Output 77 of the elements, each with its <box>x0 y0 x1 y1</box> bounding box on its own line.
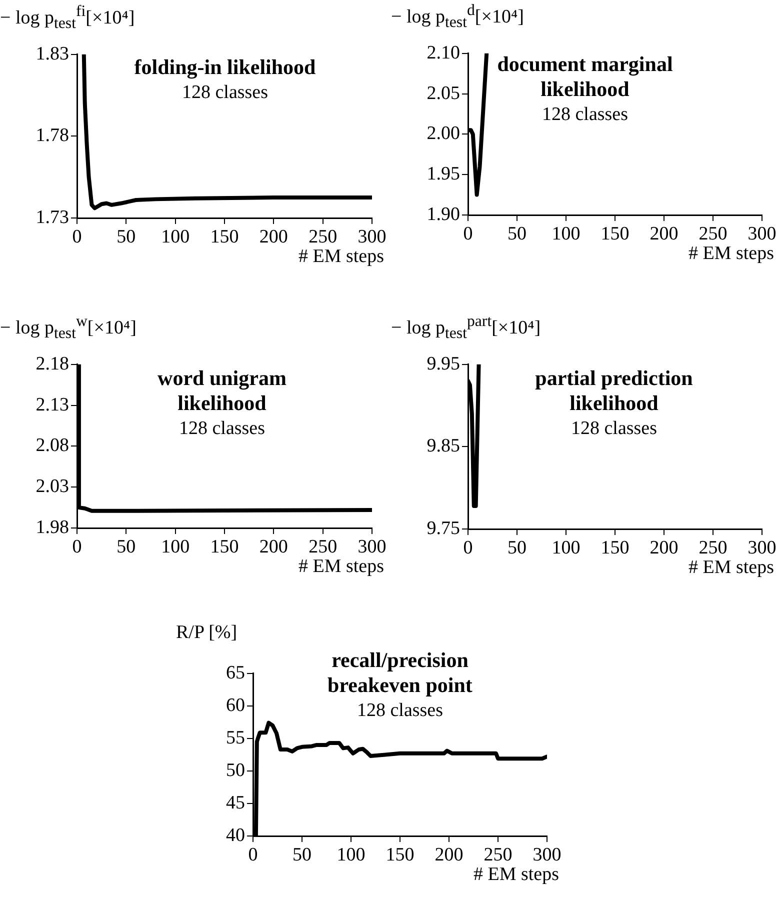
text: 128 classes <box>180 81 269 105</box>
y-tick-label: 60 <box>226 694 245 716</box>
x-tick-label: 100 <box>161 536 190 558</box>
x-axis-title: # EM steps <box>298 246 384 268</box>
x-tick-label: 250 <box>308 226 338 248</box>
x-tick-label: 200 <box>259 536 288 558</box>
x-tick-label: 50 <box>116 536 136 558</box>
y-tick-label: 40 <box>226 824 245 846</box>
x-axis-title: # EM steps <box>688 557 774 579</box>
x-tick-label: 0 <box>72 226 82 248</box>
y-tick-label: 2.03 <box>36 476 69 498</box>
y-axis-title: − log p$_{test}$$^{w}$[×10⁴] <box>0 313 136 344</box>
x-tick-label: 150 <box>210 226 239 248</box>
x-tick-label: 250 <box>698 223 728 244</box>
y-axis-title: − log p$_{test}$$^{fi}$[×10⁴] <box>0 3 135 34</box>
x-tick-label: 300 <box>748 223 776 244</box>
x-tick-label: 300 <box>358 536 386 558</box>
x-tick-label: 250 <box>308 536 338 558</box>
text: 128 classes <box>356 699 444 723</box>
x-tick-label: 0 <box>463 223 473 244</box>
y-tick-label: 2.00 <box>426 123 460 144</box>
y-tick-label: 9.75 <box>426 518 460 539</box>
text: word unigram likelihood <box>156 366 288 416</box>
x-tick-label: 250 <box>484 844 512 866</box>
y-tick-label: 65 <box>226 662 245 684</box>
x-tick-label: 200 <box>434 844 464 866</box>
x-tick-label: 150 <box>386 844 414 866</box>
chart-title: recall/precision breakeven point <box>326 648 474 698</box>
x-tick-label: 250 <box>698 537 728 558</box>
x-axis-title: # EM steps <box>688 243 774 265</box>
x-tick-label: 200 <box>650 223 678 244</box>
x-tick-label: 50 <box>116 226 136 248</box>
x-tick-label: 200 <box>259 226 288 248</box>
x-tick-label: 300 <box>358 226 386 248</box>
y-tick-label: 1.98 <box>36 516 69 538</box>
text: 128 classes <box>178 417 266 441</box>
y-axis-title: − log p$_{test}$$^{part}$[×10⁴] <box>391 313 541 344</box>
x-tick-label: 50 <box>508 537 526 558</box>
x-tick-label: 150 <box>210 536 239 558</box>
x-tick-label: 100 <box>161 226 190 248</box>
x-tick-label: 50 <box>508 223 526 244</box>
x-tick-label: 100 <box>336 844 366 866</box>
y-tick-label: 1.83 <box>36 43 69 64</box>
y-tick-label: 45 <box>226 792 245 814</box>
y-tick-label: 1.73 <box>36 206 69 228</box>
x-tick-label: 100 <box>552 537 580 558</box>
y-tick-label: 1.90 <box>426 204 460 225</box>
x-tick-label: 150 <box>600 537 630 558</box>
text: document marginal likelihood <box>496 52 674 102</box>
y-axis-title: − log p$_{test}$$^{d}$[×10⁴] <box>391 2 524 32</box>
y-tick-label: 1.78 <box>36 125 69 146</box>
text: partial prediction likelihood <box>534 366 694 416</box>
text: 128 classes <box>570 417 658 441</box>
x-tick-label: 0 <box>72 536 82 558</box>
x-tick-label: 100 <box>552 223 580 244</box>
x-tick-label: 300 <box>748 537 776 558</box>
x-tick-label: 200 <box>650 537 678 558</box>
text: 128 classes <box>540 103 629 127</box>
y-tick-label: 2.08 <box>36 435 69 456</box>
x-tick-label: 150 <box>600 223 630 244</box>
chart-title: folding-in likelihood <box>133 55 317 80</box>
y-tick-label: 2.18 <box>36 353 69 374</box>
x-axis-title: # EM steps <box>298 556 384 578</box>
x-axis-title: # EM steps <box>474 864 559 886</box>
x-tick-label: 300 <box>532 844 562 866</box>
y-tick-label: 9.95 <box>426 353 460 374</box>
y-axis-title: R/P [%] <box>176 622 238 644</box>
y-tick-label: 9.85 <box>426 436 460 457</box>
x-tick-label: 0 <box>248 844 258 866</box>
y-tick-label: 55 <box>226 727 245 748</box>
x-tick-label: 0 <box>463 537 473 558</box>
y-tick-label: 2.05 <box>426 82 460 104</box>
y-tick-label: 2.13 <box>36 394 69 416</box>
y-tick-label: 50 <box>226 760 245 781</box>
y-tick-label: 2.10 <box>426 42 460 64</box>
y-tick-label: 1.95 <box>426 164 460 185</box>
x-tick-label: 50 <box>292 844 312 866</box>
